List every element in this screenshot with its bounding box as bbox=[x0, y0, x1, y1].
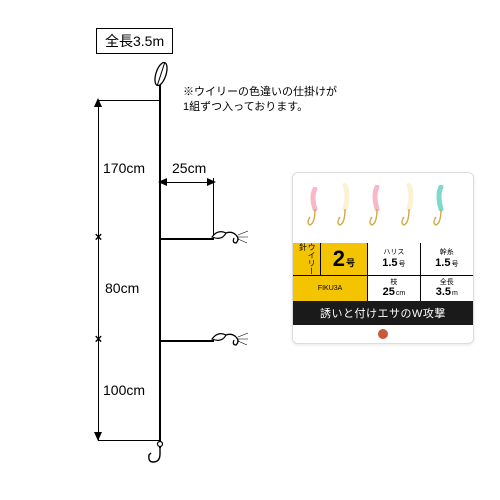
bottom-hook-icon bbox=[147, 440, 169, 471]
pkg-col6-label: 全長 bbox=[440, 279, 454, 287]
pkg-col5-label: 枝 bbox=[390, 279, 397, 287]
pkg-hooklet-4-icon bbox=[401, 183, 415, 223]
note-line2: 1組ずつ入っております。 bbox=[183, 100, 308, 115]
pkg-col5: 枝 25 cm bbox=[368, 275, 420, 301]
pkg-col5-unit: cm bbox=[396, 290, 405, 298]
pkg-banner-text: 誘いと付けエサのW攻撃 bbox=[320, 308, 446, 320]
pkg-col4-value: 1.5 bbox=[435, 257, 450, 269]
pkg-col1: ウイリー針 bbox=[293, 243, 321, 275]
pkg-col3: ハリス 1.5 号 bbox=[368, 243, 420, 275]
package-top-panel bbox=[293, 173, 473, 243]
pkg-col4-label: 幹糸 bbox=[440, 249, 454, 257]
top-lure-icon bbox=[152, 60, 170, 93]
pkg-sku: FIKU3A bbox=[293, 275, 368, 301]
seg-label-2: 80cm bbox=[105, 280, 139, 296]
total-length-box: 全長3.5m bbox=[96, 28, 173, 54]
package-card: ウイリー針 2 号 ハリス 1.5 号 幹糸 1.5 号 bbox=[292, 172, 474, 344]
dim-tick-top bbox=[98, 100, 160, 101]
main-line bbox=[159, 78, 161, 448]
pkg-sku-text: FIKU3A bbox=[318, 285, 343, 293]
pkg-col3-label: ハリス bbox=[383, 249, 404, 257]
pkg-spec-row-1: ウイリー針 2 号 ハリス 1.5 号 幹糸 1.5 号 bbox=[293, 243, 473, 275]
branch-dim-arrow-right bbox=[207, 178, 216, 186]
branch-lure-2-icon bbox=[210, 325, 250, 356]
branch-lure-1-icon bbox=[210, 223, 250, 254]
seg-label-3: 100cm bbox=[103, 382, 145, 398]
pkg-hooklet-1-icon bbox=[307, 187, 321, 227]
pkg-spec-row-2: FIKU3A 枝 25 cm 全長 3.5 m bbox=[293, 275, 473, 301]
pkg-col6: 全長 3.5 m bbox=[421, 275, 473, 301]
pkg-col3-unit: 号 bbox=[399, 261, 406, 269]
pkg-col5-value: 25 bbox=[383, 286, 395, 298]
pkg-col4-unit: 号 bbox=[451, 261, 458, 269]
pkg-col6-value: 3.5 bbox=[436, 286, 451, 298]
seg-label-1: 170cm bbox=[103, 160, 145, 176]
branch-dim-label: 25cm bbox=[172, 160, 206, 176]
branch-line-1 bbox=[159, 238, 214, 240]
pkg-footer bbox=[293, 325, 473, 343]
total-length-label: 全長3.5m bbox=[105, 33, 164, 49]
pkg-col1-label: ウイリー針 bbox=[298, 243, 316, 275]
branch-line-2 bbox=[159, 340, 214, 342]
pkg-col6-unit: m bbox=[452, 290, 458, 298]
diagram-canvas: 全長3.5m ※ウイリーの色違いの仕掛けが 1組ずつ入っております。 bbox=[0, 0, 500, 500]
pkg-col2-unit: 号 bbox=[346, 259, 355, 269]
pkg-footer-dot-icon bbox=[378, 329, 388, 339]
dim-x-mark-2: ✕ bbox=[94, 335, 102, 346]
branch-dim-vline bbox=[213, 178, 214, 236]
pkg-banner: 誘いと付けエサのW攻撃 bbox=[293, 301, 473, 325]
pkg-col2-value: 2 bbox=[333, 247, 345, 271]
pkg-col4: 幹糸 1.5 号 bbox=[421, 243, 473, 275]
dim-tick-bottom bbox=[98, 440, 160, 441]
pkg-hooklet-3-icon bbox=[369, 185, 383, 225]
pkg-hooklet-5-icon bbox=[433, 185, 447, 225]
branch-dim-arrow-left bbox=[158, 178, 167, 186]
note-line1: ※ウイリーの色違いの仕掛けが bbox=[183, 85, 337, 100]
branch-dim-hline bbox=[160, 182, 213, 183]
dim-x-mark-1: ✕ bbox=[94, 233, 102, 244]
dim-line-vertical bbox=[98, 100, 99, 440]
pkg-hooklet-2-icon bbox=[337, 183, 351, 223]
pkg-col3-value: 1.5 bbox=[382, 257, 397, 269]
pkg-col2: 2 号 bbox=[321, 243, 368, 275]
